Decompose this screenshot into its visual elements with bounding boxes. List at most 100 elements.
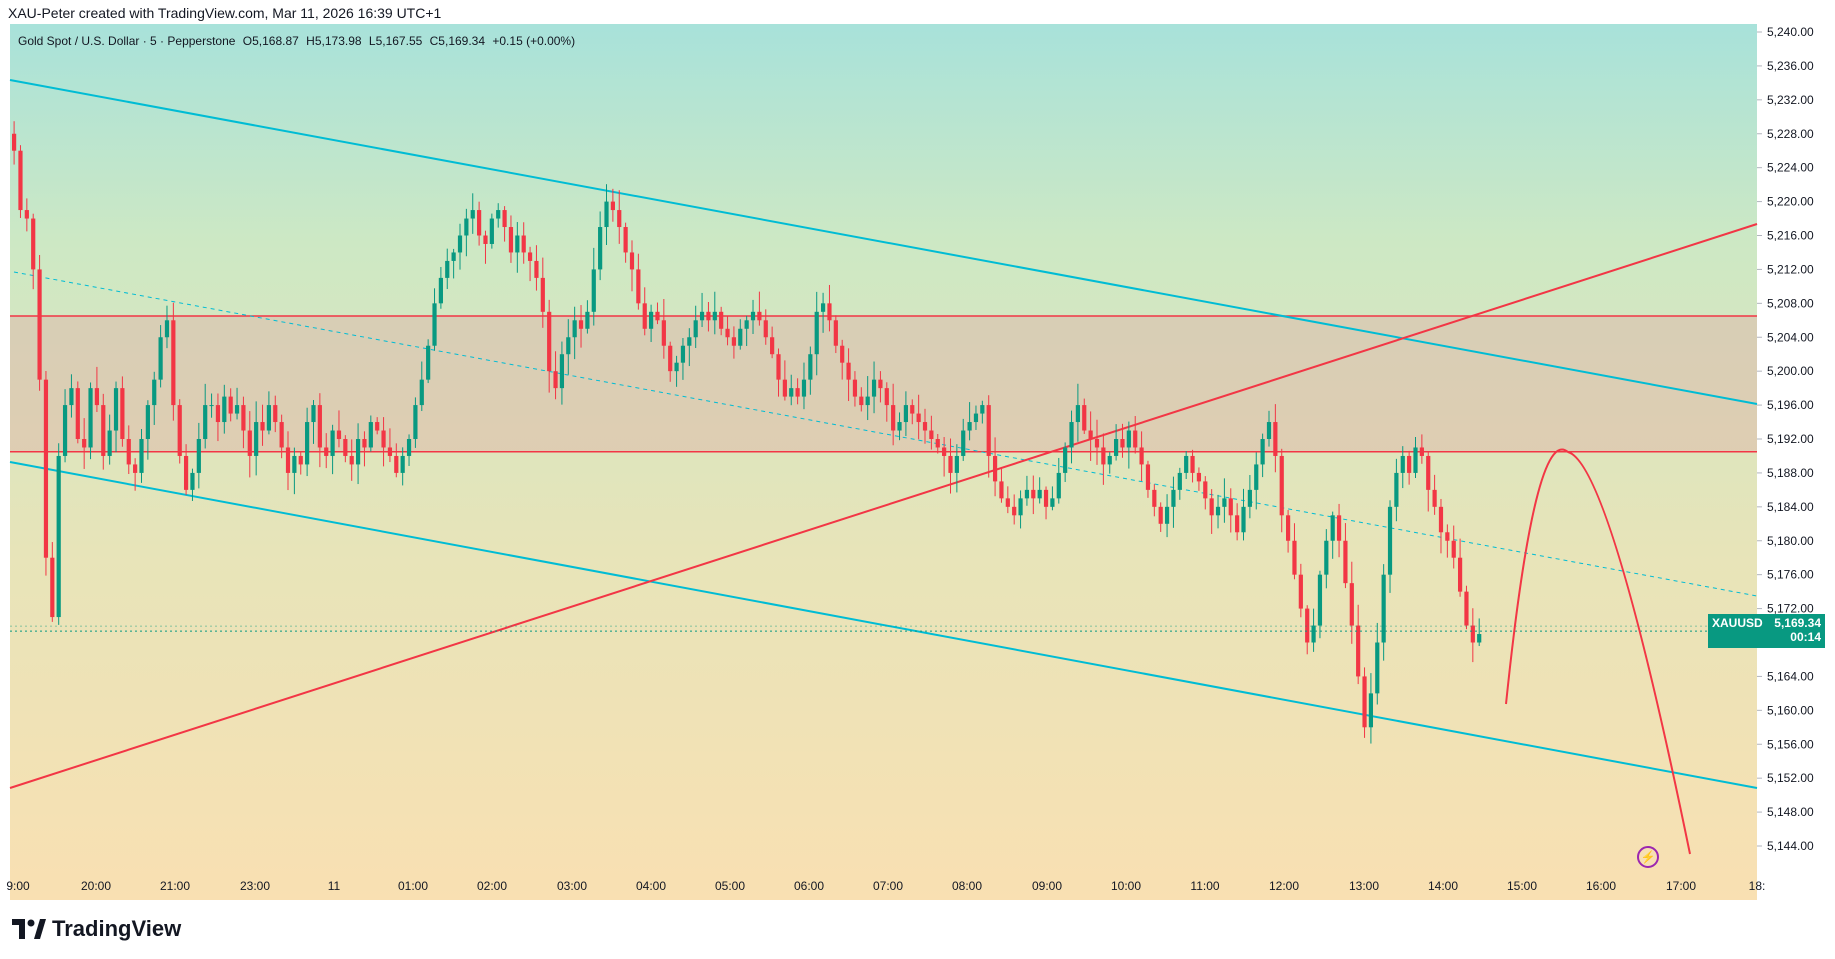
candle (273, 395, 278, 433)
candle-body (680, 345, 686, 363)
candle (82, 418, 87, 469)
candle-body (521, 235, 526, 253)
candle (973, 405, 979, 430)
candle-body (88, 388, 93, 448)
chart-area[interactable]: 5,144.00 5,148.00 5,152.00 5,156.00 5,160.00… (0, 24, 1835, 900)
candle (107, 414, 112, 465)
price-tag-symbol: XAUUSD (1712, 616, 1763, 631)
candle-body (432, 303, 437, 346)
candle-body (534, 260, 539, 278)
x-tick-label: 14:00 (1428, 879, 1458, 893)
candle-body (1152, 489, 1157, 507)
candle-body (1171, 489, 1176, 507)
candle (75, 381, 80, 444)
candle-body (642, 303, 647, 329)
candle (1451, 525, 1456, 569)
candle-body (693, 320, 698, 338)
candle (183, 444, 189, 495)
candle (623, 222, 628, 263)
candle (878, 371, 883, 403)
candle (935, 433, 940, 454)
candle (1082, 398, 1087, 434)
candle-body (1133, 430, 1138, 448)
candle-body (1356, 625, 1361, 677)
candle (1203, 476, 1208, 510)
candle-body (266, 405, 271, 431)
candle (101, 393, 106, 470)
candle-body (1407, 455, 1412, 473)
candle (680, 337, 686, 380)
candle-body (368, 422, 373, 448)
candle (203, 383, 208, 449)
candle (292, 447, 297, 495)
candle-body (604, 201, 609, 228)
candle (782, 360, 787, 401)
x-tick-label: 04:00 (636, 879, 666, 893)
candle-body (1209, 498, 1214, 516)
y-tick-label: 5,180.00 (1767, 534, 1814, 548)
candle (279, 414, 284, 459)
candle (967, 402, 972, 441)
candle (1171, 476, 1176, 528)
candle (298, 452, 303, 475)
candle (687, 328, 692, 367)
candle (1375, 622, 1380, 705)
candle (336, 410, 342, 448)
candle-body (228, 396, 233, 414)
candle-body (527, 252, 533, 261)
candle-body (1343, 540, 1348, 584)
candle-body (1235, 515, 1240, 533)
candle (1464, 585, 1469, 630)
candle-body (731, 337, 737, 346)
candle-body (470, 210, 475, 219)
candle (553, 351, 558, 400)
candle-body (566, 337, 571, 355)
candle-body (120, 388, 125, 439)
candle-body (649, 311, 654, 329)
candle (891, 383, 896, 446)
candle-body (445, 260, 450, 278)
y-tick-label: 5,224.00 (1767, 161, 1814, 175)
tradingview-logo[interactable]: TradingView (12, 916, 181, 942)
candle (750, 299, 756, 335)
y-tick-label: 5,204.00 (1767, 330, 1814, 344)
candle-body (1005, 498, 1010, 507)
candle (50, 542, 55, 622)
candle (598, 211, 603, 281)
candle-body (1413, 447, 1418, 473)
lightning-icon[interactable]: ⚡ (1637, 846, 1659, 868)
candle-body (387, 447, 393, 456)
candle (31, 213, 36, 290)
x-tick-label: 20:00 (81, 879, 111, 893)
candle-body (763, 320, 768, 338)
candle-body (1349, 583, 1354, 626)
candle (24, 198, 29, 232)
candle (406, 434, 412, 466)
candle-body (158, 337, 163, 380)
candle-body (929, 430, 934, 439)
candle (1063, 442, 1068, 483)
candle-body (330, 430, 335, 456)
candle (12, 121, 17, 165)
candle (999, 467, 1004, 503)
candle (661, 299, 666, 359)
candle-body (1203, 481, 1208, 499)
candle-body (878, 379, 883, 389)
candle (910, 399, 915, 425)
candle-body (617, 210, 622, 228)
y-tick-label: 5,192.00 (1767, 432, 1814, 446)
candle-body (1317, 574, 1323, 626)
candle (1094, 419, 1100, 465)
candle-body (1126, 430, 1131, 448)
candle (961, 418, 966, 461)
candle-body (1228, 498, 1233, 516)
candle-body (706, 311, 711, 321)
candle (375, 417, 380, 435)
price-chart[interactable]: 5,144.00 5,148.00 5,152.00 5,156.00 5,160.00… (0, 24, 1835, 900)
candle (1317, 570, 1323, 639)
candle (145, 400, 150, 460)
candle-body (394, 455, 399, 473)
candle (591, 247, 596, 326)
candle (133, 458, 138, 491)
candle-body (1470, 625, 1475, 643)
